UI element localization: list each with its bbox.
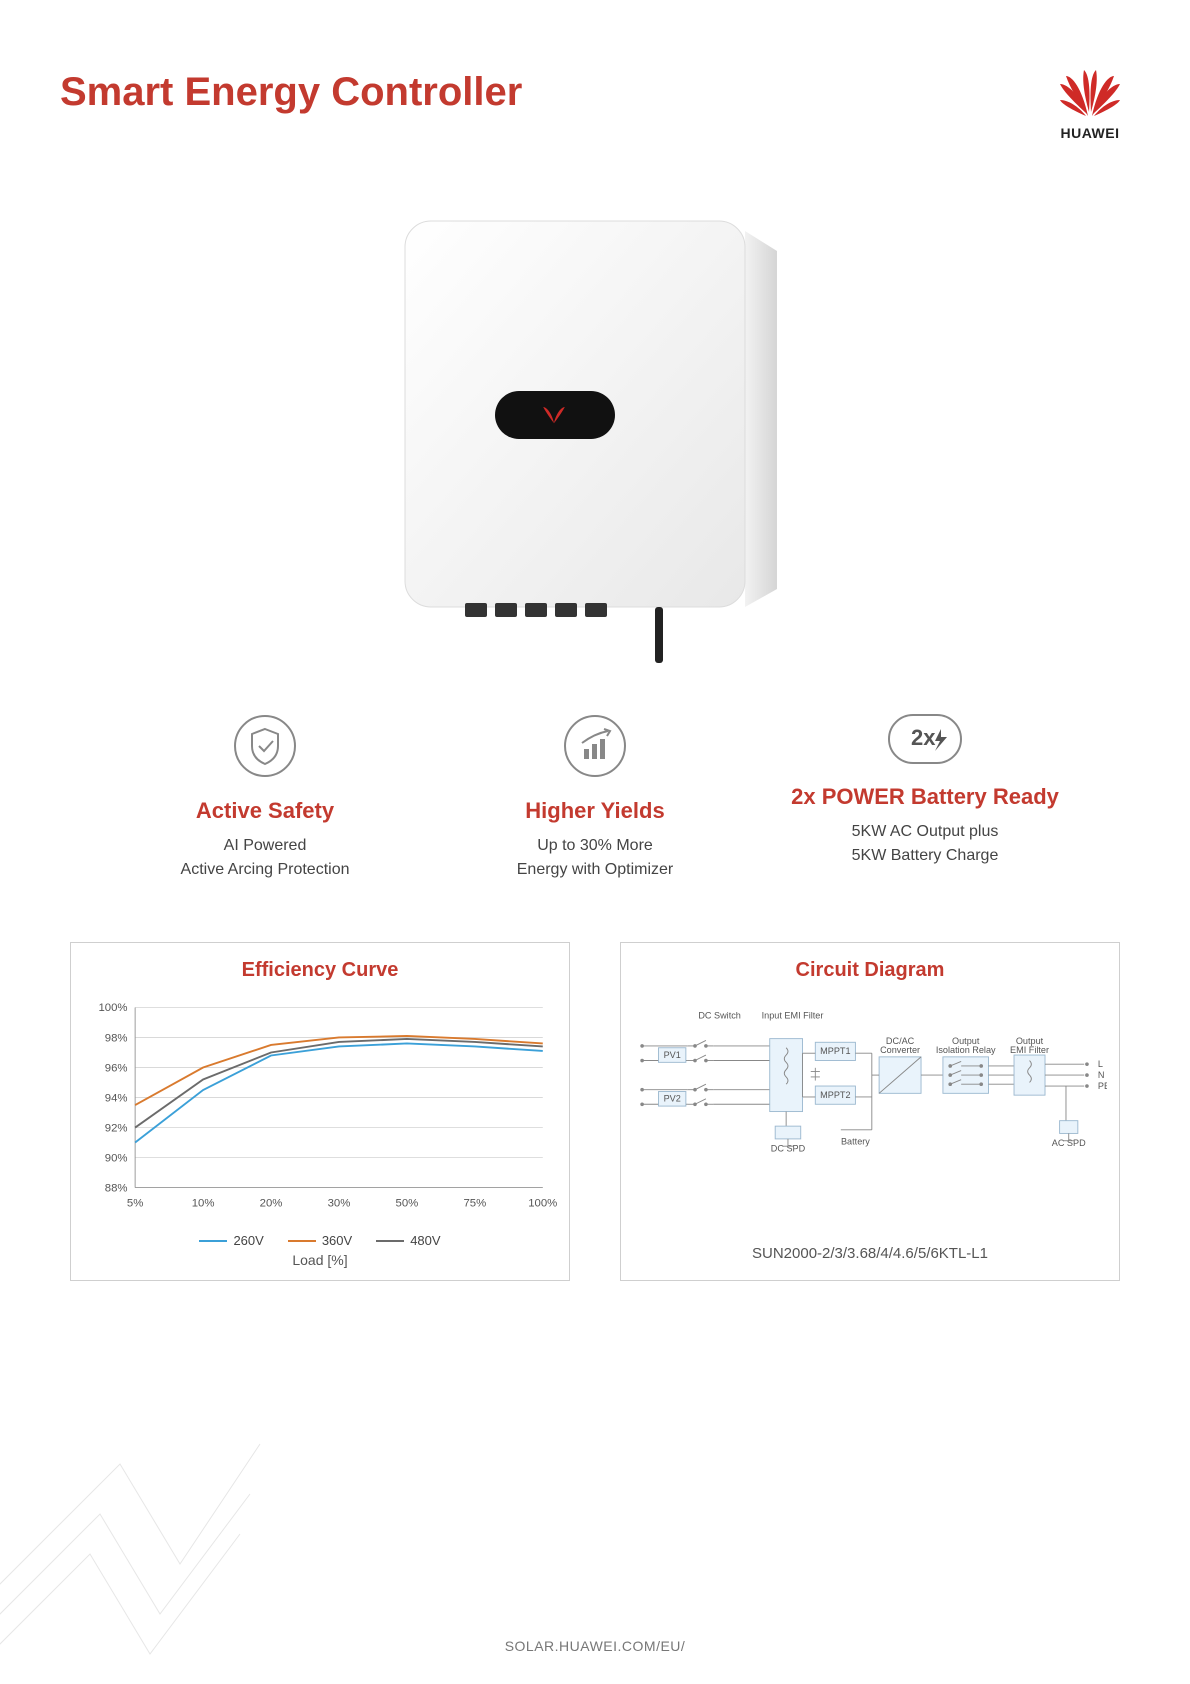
svg-text:Input EMI Filter: Input EMI Filter — [762, 1011, 824, 1021]
svg-text:EMI Filter: EMI Filter — [1010, 1045, 1049, 1055]
two-x-bolt-icon: 2x — [760, 711, 1090, 772]
svg-text:PE: PE — [1098, 1081, 1107, 1091]
feature-line: 5KW AC Output plus — [760, 820, 1090, 844]
svg-text:Isolation Relay: Isolation Relay — [936, 1045, 996, 1055]
product-image — [60, 211, 1130, 671]
svg-text:Battery: Battery — [841, 1136, 870, 1146]
svg-text:100%: 100% — [528, 1198, 557, 1210]
svg-text:92%: 92% — [105, 1122, 128, 1134]
feature-line: Energy with Optimizer — [430, 858, 760, 882]
svg-text:75%: 75% — [463, 1198, 486, 1210]
brand-logo: HUAWEI — [1050, 70, 1130, 141]
feature-line: AI Powered — [100, 834, 430, 858]
svg-text:Converter: Converter — [880, 1045, 920, 1055]
chart-legend: 260V 360V 480V — [83, 1233, 557, 1248]
feature-line: 5KW Battery Charge — [760, 844, 1090, 868]
header: Smart Energy Controller HUAWEI — [60, 70, 1130, 141]
svg-text:N: N — [1098, 1070, 1105, 1080]
feature-title: Active Safety — [100, 798, 430, 824]
feature-higher-yields: Higher Yields Up to 30% More Energy with… — [430, 711, 760, 882]
svg-text:L: L — [1098, 1059, 1103, 1069]
circuit-diagram: DC Switch Input EMI Filter PV1 PV2 MPPT1 MPPT… — [633, 992, 1107, 1222]
svg-text:PV2: PV2 — [664, 1094, 681, 1104]
feature-2x-power: 2x 2x POWER Battery Ready 5KW AC Output … — [760, 711, 1090, 882]
legend-item: 360V — [288, 1233, 352, 1248]
charts-row: Efficiency Curve 88% 90% 92% 94% 96% 98% 100% 5… — [70, 942, 1120, 1281]
svg-text:30%: 30% — [328, 1198, 351, 1210]
chart-title: Efficiency Curve — [83, 959, 557, 982]
svg-text:20%: 20% — [260, 1198, 283, 1210]
svg-text:DC Switch: DC Switch — [698, 1011, 741, 1021]
svg-text:2x: 2x — [911, 725, 936, 750]
shield-check-icon — [100, 711, 430, 786]
svg-text:100%: 100% — [98, 1002, 127, 1014]
svg-text:96%: 96% — [105, 1062, 128, 1074]
bars-up-icon — [430, 711, 760, 786]
feature-title: Higher Yields — [430, 798, 760, 824]
svg-text:90%: 90% — [105, 1152, 128, 1164]
diagram-title: Circuit Diagram — [633, 959, 1107, 982]
svg-text:98%: 98% — [105, 1032, 128, 1044]
efficiency-line-chart: 88% 90% 92% 94% 96% 98% 100% 5% 10% 20% 30% 50% 75% 1… — [83, 992, 557, 1222]
circuit-diagram-box: Circuit Diagram DC Switch Input EMI Filte… — [620, 942, 1120, 1281]
page-title: Smart Energy Controller — [60, 70, 522, 115]
feature-line: Active Arcing Protection — [100, 858, 430, 882]
svg-text:88%: 88% — [105, 1182, 128, 1194]
svg-text:50%: 50% — [396, 1198, 419, 1210]
features-row: Active Safety AI Powered Active Arcing P… — [100, 711, 1090, 882]
legend-item: 480V — [376, 1233, 440, 1248]
feature-line: Up to 30% More — [430, 834, 760, 858]
diagram-model: SUN2000-2/3/3.68/4/4.6/5/6KTL-L1 — [633, 1245, 1107, 1262]
brand-name: HUAWEI — [1050, 125, 1130, 141]
svg-text:10%: 10% — [192, 1198, 215, 1210]
huawei-petal-icon — [1060, 70, 1120, 118]
svg-text:MPPT2: MPPT2 — [820, 1090, 850, 1100]
svg-text:MPPT1: MPPT1 — [820, 1046, 850, 1056]
svg-text:94%: 94% — [105, 1092, 128, 1104]
x-axis-label: Load [%] — [83, 1252, 557, 1268]
feature-active-safety: Active Safety AI Powered Active Arcing P… — [100, 711, 430, 882]
svg-text:5%: 5% — [127, 1198, 143, 1210]
footer-url: SOLAR.HUAWEI.COM/EU/ — [0, 1638, 1190, 1654]
svg-text:PV1: PV1 — [664, 1050, 681, 1060]
legend-item: 260V — [199, 1233, 263, 1248]
efficiency-chart-box: Efficiency Curve 88% 90% 92% 94% 96% 98% 100% 5… — [70, 942, 570, 1281]
feature-title: 2x POWER Battery Ready — [760, 784, 1090, 810]
